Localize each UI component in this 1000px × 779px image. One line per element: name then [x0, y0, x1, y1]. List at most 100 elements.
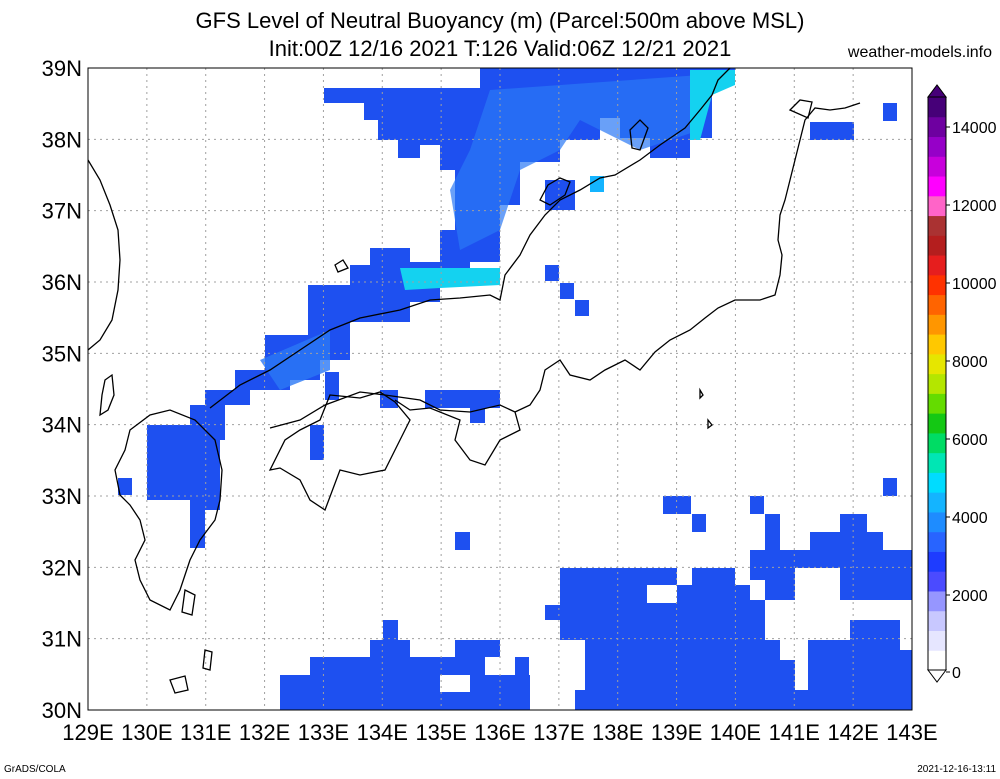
x-axis-ticks: 129E 130E 131E 132E 133E 134E 135E 136E 137E 138E…	[62, 720, 937, 745]
x-tick-label: 142E	[827, 720, 878, 745]
colorbar-swatch	[928, 353, 946, 375]
colorbar-top-arrow	[927, 84, 947, 98]
x-tick-label: 141E	[769, 720, 820, 745]
colorbar-swatch	[928, 215, 946, 236]
fill-cell-l	[310, 425, 324, 460]
x-tick-label: 132E	[239, 720, 290, 745]
fill-cell-q	[750, 496, 764, 514]
colorbar-ticks: 0 2000 4000 6000 8000 10000 12000 14000	[946, 120, 997, 682]
chart-title-line1: GFS Level of Neutral Buoyancy (m) (Parce…	[195, 8, 805, 33]
colorbar-bottom-arrow	[927, 669, 947, 683]
fill-cyan-band	[400, 268, 500, 290]
y-tick-label: 33N	[42, 484, 82, 509]
colorbar-swatch	[928, 511, 946, 533]
colorbar-swatch	[928, 531, 946, 552]
x-tick-label: 130E	[121, 720, 172, 745]
colorbar-tick-label: 10000	[952, 276, 997, 293]
colorbar-swatch	[928, 156, 946, 177]
y-tick-label: 37N	[42, 199, 82, 224]
buoyancy-fill-layer	[118, 68, 912, 710]
colorbar-swatch	[928, 235, 946, 256]
colorbar-swatch	[928, 97, 946, 118]
site-label: weather-models.info	[847, 44, 992, 61]
colorbar-tick-label: 2000	[952, 588, 988, 605]
y-tick-label: 31N	[42, 627, 82, 652]
colorbar-tick-label: 14000	[952, 120, 997, 137]
colorbar-tick-label: 0	[952, 665, 961, 682]
map-gridlines	[88, 68, 912, 710]
y-tick-label: 35N	[42, 341, 82, 366]
footer-left: GrADS/COLA	[4, 764, 66, 775]
coast-hokkaido	[788, 99, 813, 119]
coast-tanega	[181, 589, 196, 616]
fill-south-hole1	[750, 568, 912, 690]
x-tick-label: 140E	[710, 720, 761, 745]
colorbar-swatch	[928, 136, 946, 157]
fill-cell-o	[663, 496, 691, 514]
x-tick-label: 131E	[180, 720, 231, 745]
y-tick-label: 39N	[42, 56, 82, 81]
chart-title-line2: Init:00Z 12/16 2021 T:126 Valid:06Z 12/2…	[268, 36, 732, 61]
fill-cyan-ne	[690, 70, 735, 140]
colorbar-swatch	[928, 610, 946, 631]
coast-noto	[539, 177, 571, 206]
y-tick-label: 36N	[42, 270, 82, 295]
coast-tsushima	[99, 373, 115, 417]
coast-kyushu	[114, 409, 223, 611]
coast-sado	[629, 119, 649, 151]
coastlines	[88, 68, 861, 694]
fill-south-hole2	[647, 585, 677, 603]
colorbar-swatch	[928, 432, 946, 454]
coast-izu1	[699, 387, 704, 400]
fill-cell-c	[545, 265, 559, 281]
coast-oki	[334, 259, 349, 273]
fill-cell-n	[883, 478, 897, 496]
fill-north-light	[450, 75, 700, 250]
colorbar-tick-label: 8000	[952, 354, 988, 371]
fill-cell-r	[515, 657, 529, 675]
fill-cell-m	[455, 532, 470, 550]
fill-cell-p	[692, 514, 706, 532]
x-tick-label: 134E	[357, 720, 408, 745]
colorbar-swatch	[928, 472, 946, 493]
y-tick-label: 32N	[42, 555, 82, 580]
colorbar-swatch	[928, 590, 946, 612]
fill-cell-b	[590, 176, 604, 192]
fill-cell-j	[425, 390, 500, 408]
x-tick-label: 133E	[298, 720, 349, 745]
x-tick-label: 138E	[592, 720, 643, 745]
fill-south-west	[280, 620, 530, 710]
colorbar-swatch	[928, 334, 946, 355]
x-tick-label: 139E	[651, 720, 702, 745]
coast-honshu-pacific	[514, 102, 861, 413]
map-frame	[87, 67, 913, 711]
fill-cell-d	[560, 283, 574, 299]
fill-cell-k	[470, 405, 485, 423]
colorbar-swatch	[928, 176, 946, 197]
x-tick-label: 129E	[62, 720, 113, 745]
colorbar-tick-label: 12000	[952, 198, 997, 215]
x-tick-label: 143E	[886, 720, 937, 745]
fill-mid-light	[260, 330, 330, 390]
colorbar-swatch	[928, 393, 946, 414]
fill-cell-h	[325, 372, 339, 400]
y-tick-label: 30N	[42, 698, 82, 723]
colorbar-tick-label: 6000	[952, 432, 988, 449]
colorbar-swatch	[928, 294, 946, 315]
x-tick-label: 137E	[533, 720, 584, 745]
colorbar-swatch	[928, 255, 946, 276]
colorbar-swatch	[928, 195, 946, 217]
fill-south-sea	[545, 514, 912, 710]
colorbar-swatch	[928, 551, 946, 572]
colorbar-swatch	[928, 571, 946, 592]
y-tick-label: 34N	[42, 413, 82, 438]
coast-honshu-sea	[209, 68, 731, 409]
coast-korea	[88, 159, 121, 351]
y-tick-label: 38N	[42, 127, 82, 152]
colorbar-swatch	[928, 413, 946, 434]
coast-yaku	[169, 675, 189, 694]
colorbar-swatch	[928, 650, 946, 671]
coast-shikoku	[268, 391, 411, 511]
x-tick-label: 135E	[415, 720, 466, 745]
